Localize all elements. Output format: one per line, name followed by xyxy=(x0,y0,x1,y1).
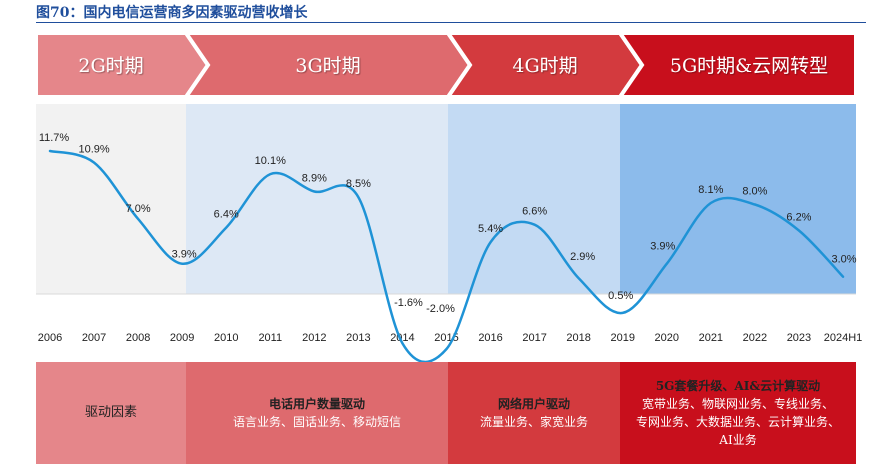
data-labels: 11.7% 10.9% 7.0% 3.9% 6.4% 10.1% 8.9% 8.5% -1.6%… xyxy=(39,132,857,315)
era-bar: 2G时期 3G时期 4G时期 5G时期&云网转型 xyxy=(34,31,858,99)
data-label: 11.7% xyxy=(39,132,70,144)
data-label: 3.9% xyxy=(172,249,197,261)
data-label: 0.5% xyxy=(608,290,633,302)
data-label: 10.9% xyxy=(78,144,109,156)
x-tick-label: 2018 xyxy=(566,332,590,344)
data-label: 8.5% xyxy=(346,178,371,190)
x-tick-labels: 2006 2007 2008 2009 2010 2011 2012 2013 2014 2015… xyxy=(38,332,863,344)
driver-box-heading: 网络用户驱动 xyxy=(497,397,570,411)
driver-box-detail: AI业务 xyxy=(719,433,757,447)
driver-box-heading: 5G套餐升级、AI&云计算驱动 xyxy=(655,379,821,393)
x-tick-label: 2019 xyxy=(610,332,634,344)
driver-box-detail: 流量业务、家宽业务 xyxy=(479,415,588,429)
data-label: 6.4% xyxy=(214,209,239,221)
data-label: 2.9% xyxy=(570,251,595,263)
driver-box-detail: 语言业务、固话业务、移动短信 xyxy=(232,415,401,429)
driver-box-label: 驱动因素 xyxy=(36,362,186,464)
data-label: -2.0% xyxy=(426,303,455,315)
era-4g-label: 4G时期 xyxy=(512,55,577,77)
figure-title: 图70：国内电信运营商多因素驱动营收增长 xyxy=(36,5,308,21)
data-label: 6.6% xyxy=(522,206,547,218)
era-5g-label: 5G时期&云网转型 xyxy=(670,55,828,77)
x-tick-label: 2009 xyxy=(170,332,194,344)
data-label: 3.9% xyxy=(650,241,675,253)
x-tick-label: 2006 xyxy=(38,332,62,344)
data-label: 8.9% xyxy=(302,172,327,184)
x-tick-label: 2023 xyxy=(787,332,811,344)
data-label: 6.2% xyxy=(786,211,811,223)
data-label: 8.0% xyxy=(742,185,767,197)
data-label: 5.4% xyxy=(478,223,503,235)
band-4g xyxy=(448,104,620,294)
x-tick-label: 2007 xyxy=(82,332,106,344)
era-2g-label: 2G时期 xyxy=(78,55,143,77)
x-tick-label: 2017 xyxy=(522,332,546,344)
era-3g-label: 3G时期 xyxy=(295,55,360,77)
driver-box-detail: 专网业务、大数据业务、云计算业务、 xyxy=(635,415,840,429)
data-label: 3.0% xyxy=(831,254,856,266)
driver-box-detail: 宽带业务、物联网业务、专线业务、 xyxy=(641,397,834,411)
band-3g xyxy=(186,104,448,294)
x-tick-label: 2010 xyxy=(214,332,238,344)
x-tick-label: 2024H1 xyxy=(824,332,863,344)
x-tick-label: 2011 xyxy=(258,332,282,344)
data-label: 10.1% xyxy=(255,155,286,167)
x-tick-label: 2021 xyxy=(699,332,723,344)
data-label: 7.0% xyxy=(126,203,151,215)
band-2g xyxy=(36,104,186,294)
x-tick-label: 2013 xyxy=(346,332,370,344)
x-tick-label: 2012 xyxy=(302,332,326,344)
growth-chart: 2G时期 3G时期 4G时期 5G时期&云网转型 2006 2007 2008 2009 20… xyxy=(34,31,863,362)
driver-box-heading: 电话用户数量驱动 xyxy=(268,397,365,411)
x-tick-label: 2022 xyxy=(743,332,767,344)
x-tick-label: 2020 xyxy=(655,332,679,344)
data-label: -1.6% xyxy=(394,297,423,309)
driver-box-heading: 驱动因素 xyxy=(84,405,137,421)
era-bands xyxy=(36,104,856,294)
driver-box-5g: 5G套餐升级、AI&云计算驱动 宽带业务、物联网业务、专线业务、 专网业务、大数… xyxy=(620,362,856,464)
title-rule xyxy=(36,22,866,23)
x-tick-label: 2016 xyxy=(478,332,502,344)
era-5g-chevron xyxy=(616,31,858,99)
driver-box-4g: 网络用户驱动 流量业务、家宽业务 xyxy=(448,362,620,464)
growth-series-line xyxy=(48,149,845,362)
x-tick-label: 2008 xyxy=(126,332,150,344)
x-tick-label: 2014 xyxy=(390,332,414,344)
driver-box-3g: 电话用户数量驱动 语言业务、固话业务、移动短信 xyxy=(186,362,448,464)
data-label: 8.1% xyxy=(698,184,723,196)
